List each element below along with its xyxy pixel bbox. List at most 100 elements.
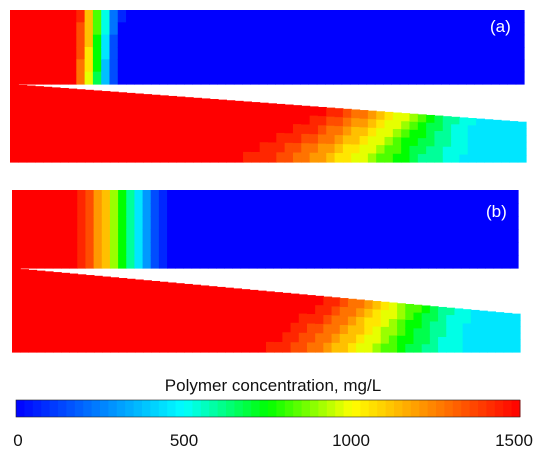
panel-b-layer2-cell bbox=[241, 299, 251, 311]
panel-a-layer1-cell bbox=[184, 71, 193, 85]
panel-b-layer1-cell bbox=[20, 255, 29, 269]
panel-b-layer1-cell bbox=[191, 216, 201, 230]
panel-a-layer1-cell bbox=[358, 22, 368, 36]
panel-b-layer1-cell bbox=[158, 190, 168, 204]
panel-b-layer2-cell bbox=[241, 320, 251, 332]
panel-a-layer1-cell bbox=[308, 34, 318, 48]
panel-b-layer2-cell bbox=[495, 345, 505, 353]
panel-b-layer1-cell bbox=[36, 229, 46, 243]
panel-a-layer1-cell bbox=[407, 47, 417, 60]
panel-b-layer2-cell bbox=[208, 297, 218, 309]
panel-b-layer2-cell bbox=[249, 300, 259, 312]
panel-b-layer2-cell bbox=[102, 289, 111, 303]
panel-b-layer2-cell bbox=[356, 317, 365, 327]
panel-a-layer1-cell bbox=[325, 47, 334, 60]
panel-b-layer1-cell bbox=[101, 190, 111, 204]
panel-a-layer1-cell bbox=[399, 10, 409, 23]
panel-b-layer2-cell bbox=[462, 316, 472, 325]
panel-b-layer1-cell bbox=[109, 216, 119, 230]
panel-a-layer1-cell bbox=[76, 34, 86, 48]
panel-a-layer1-cell bbox=[267, 34, 276, 48]
panel-a-layer1-cell bbox=[184, 59, 193, 73]
panel-a-layer2-cell bbox=[401, 153, 411, 163]
panel-b-layer1-cell bbox=[28, 255, 38, 269]
panel-a-layer2-cell bbox=[26, 149, 36, 163]
panel-a-layer1-cell bbox=[225, 10, 235, 23]
panel-a-layer1-cell bbox=[217, 34, 227, 48]
panel-a-layer1-cell bbox=[76, 59, 86, 73]
panel-a-layer2-cell bbox=[184, 151, 194, 163]
panel-b-layer1-cell bbox=[387, 242, 397, 256]
panel-a-layer1-cell bbox=[26, 34, 36, 48]
panel-b-layer1-cell bbox=[224, 255, 233, 269]
panel-b-layer1-cell bbox=[60, 229, 70, 243]
panel-b-layer2-cell bbox=[151, 292, 161, 306]
colorbar-swatch bbox=[49, 400, 59, 417]
panel-a-layer1-cell bbox=[208, 47, 218, 60]
panel-a-layer2-cell bbox=[268, 132, 277, 144]
panel-a-layer2-cell bbox=[34, 86, 44, 100]
panel-a-layer1-cell bbox=[225, 59, 235, 73]
panel-b-layer2-cell bbox=[257, 311, 267, 322]
panel-b-layer2-cell bbox=[266, 301, 275, 313]
panel-b-layer2-cell bbox=[118, 315, 128, 328]
panel-a-layer2-cell bbox=[392, 153, 402, 163]
panel-b-layer1-cell bbox=[85, 255, 95, 269]
panel-b-layer2-cell bbox=[52, 325, 62, 340]
panel-b-layer2-cell bbox=[347, 334, 357, 344]
panel-a-layer2-cell bbox=[292, 124, 302, 135]
panel-a-layer1-cell bbox=[457, 71, 467, 85]
panel-a-layer1-cell bbox=[109, 59, 119, 73]
panel-b-layer2-cell bbox=[454, 330, 464, 339]
panel-b-layer2-cell bbox=[28, 310, 38, 326]
panel-b-layer1-cell bbox=[346, 242, 356, 256]
panel-b-layer2-cell bbox=[356, 325, 365, 336]
panel-b-layer1-cell bbox=[248, 255, 258, 269]
panel-a-layer2-cell bbox=[234, 151, 244, 163]
panel-a-layer2-cell bbox=[134, 127, 144, 140]
panel-a-layer1-cell bbox=[507, 10, 517, 23]
panel-a-layer1-cell bbox=[308, 10, 318, 23]
panel-b-layer1-cell bbox=[411, 203, 421, 217]
panel-a-layer2-cell bbox=[442, 146, 452, 155]
panel-b-layer1-cell bbox=[150, 203, 160, 217]
panel-b-layer2-cell bbox=[200, 340, 210, 353]
panel-b-layer1-cell bbox=[338, 255, 348, 269]
panel-a-layer2-cell bbox=[143, 116, 153, 129]
panel-b-layer1-cell bbox=[101, 255, 111, 269]
panel-b-layer1-cell bbox=[118, 255, 127, 269]
panel-b-layer1-cell bbox=[199, 203, 209, 217]
panel-a-layer2-cell bbox=[342, 144, 352, 154]
panel-a-layer1-cell bbox=[175, 22, 185, 36]
panel-b-layer2-cell bbox=[438, 336, 447, 346]
panel-b-layer2-cell bbox=[388, 302, 398, 312]
panel-b-layer2-cell bbox=[266, 341, 275, 353]
panel-a-layer2-cell bbox=[259, 152, 269, 163]
panel-a-layer1-cell bbox=[92, 22, 102, 36]
panel-b-layer1-cell bbox=[469, 255, 478, 269]
panel-a-layer2-cell bbox=[59, 112, 69, 126]
panel-b-layer1-cell bbox=[77, 190, 87, 204]
panel-b-layer2-cell bbox=[175, 294, 185, 307]
panel-a-layer2-cell bbox=[126, 92, 136, 106]
panel-a-layer1-cell bbox=[51, 10, 61, 23]
panel-a-layer1-cell bbox=[92, 59, 102, 73]
panel-b-layer1-cell bbox=[322, 216, 331, 230]
colorbar-swatch bbox=[436, 400, 445, 417]
panel-b-layer2-cell bbox=[77, 339, 87, 353]
panel-a-layer1-cell bbox=[316, 34, 326, 48]
panel-b-layer2-cell bbox=[429, 344, 439, 353]
panel-b-layer1-cell bbox=[69, 242, 78, 256]
panel-a-layer2-cell bbox=[509, 134, 519, 143]
panel-b-layer1-cell bbox=[28, 190, 38, 204]
panel-b-layer2-cell bbox=[347, 325, 357, 335]
panel-a-layer1-cell bbox=[84, 47, 94, 60]
panel-b-layer2-cell bbox=[495, 338, 505, 346]
panel-a-layer1-cell bbox=[150, 34, 160, 48]
panel-a-layer1-cell bbox=[391, 22, 401, 36]
panel-a-layer2-cell bbox=[126, 115, 136, 129]
panel-b-layer2-cell bbox=[159, 340, 169, 353]
panel-a-layer1-cell bbox=[84, 59, 94, 73]
panel-b-layer2-cell bbox=[323, 324, 333, 335]
panel-b-layer1-cell bbox=[452, 255, 462, 269]
